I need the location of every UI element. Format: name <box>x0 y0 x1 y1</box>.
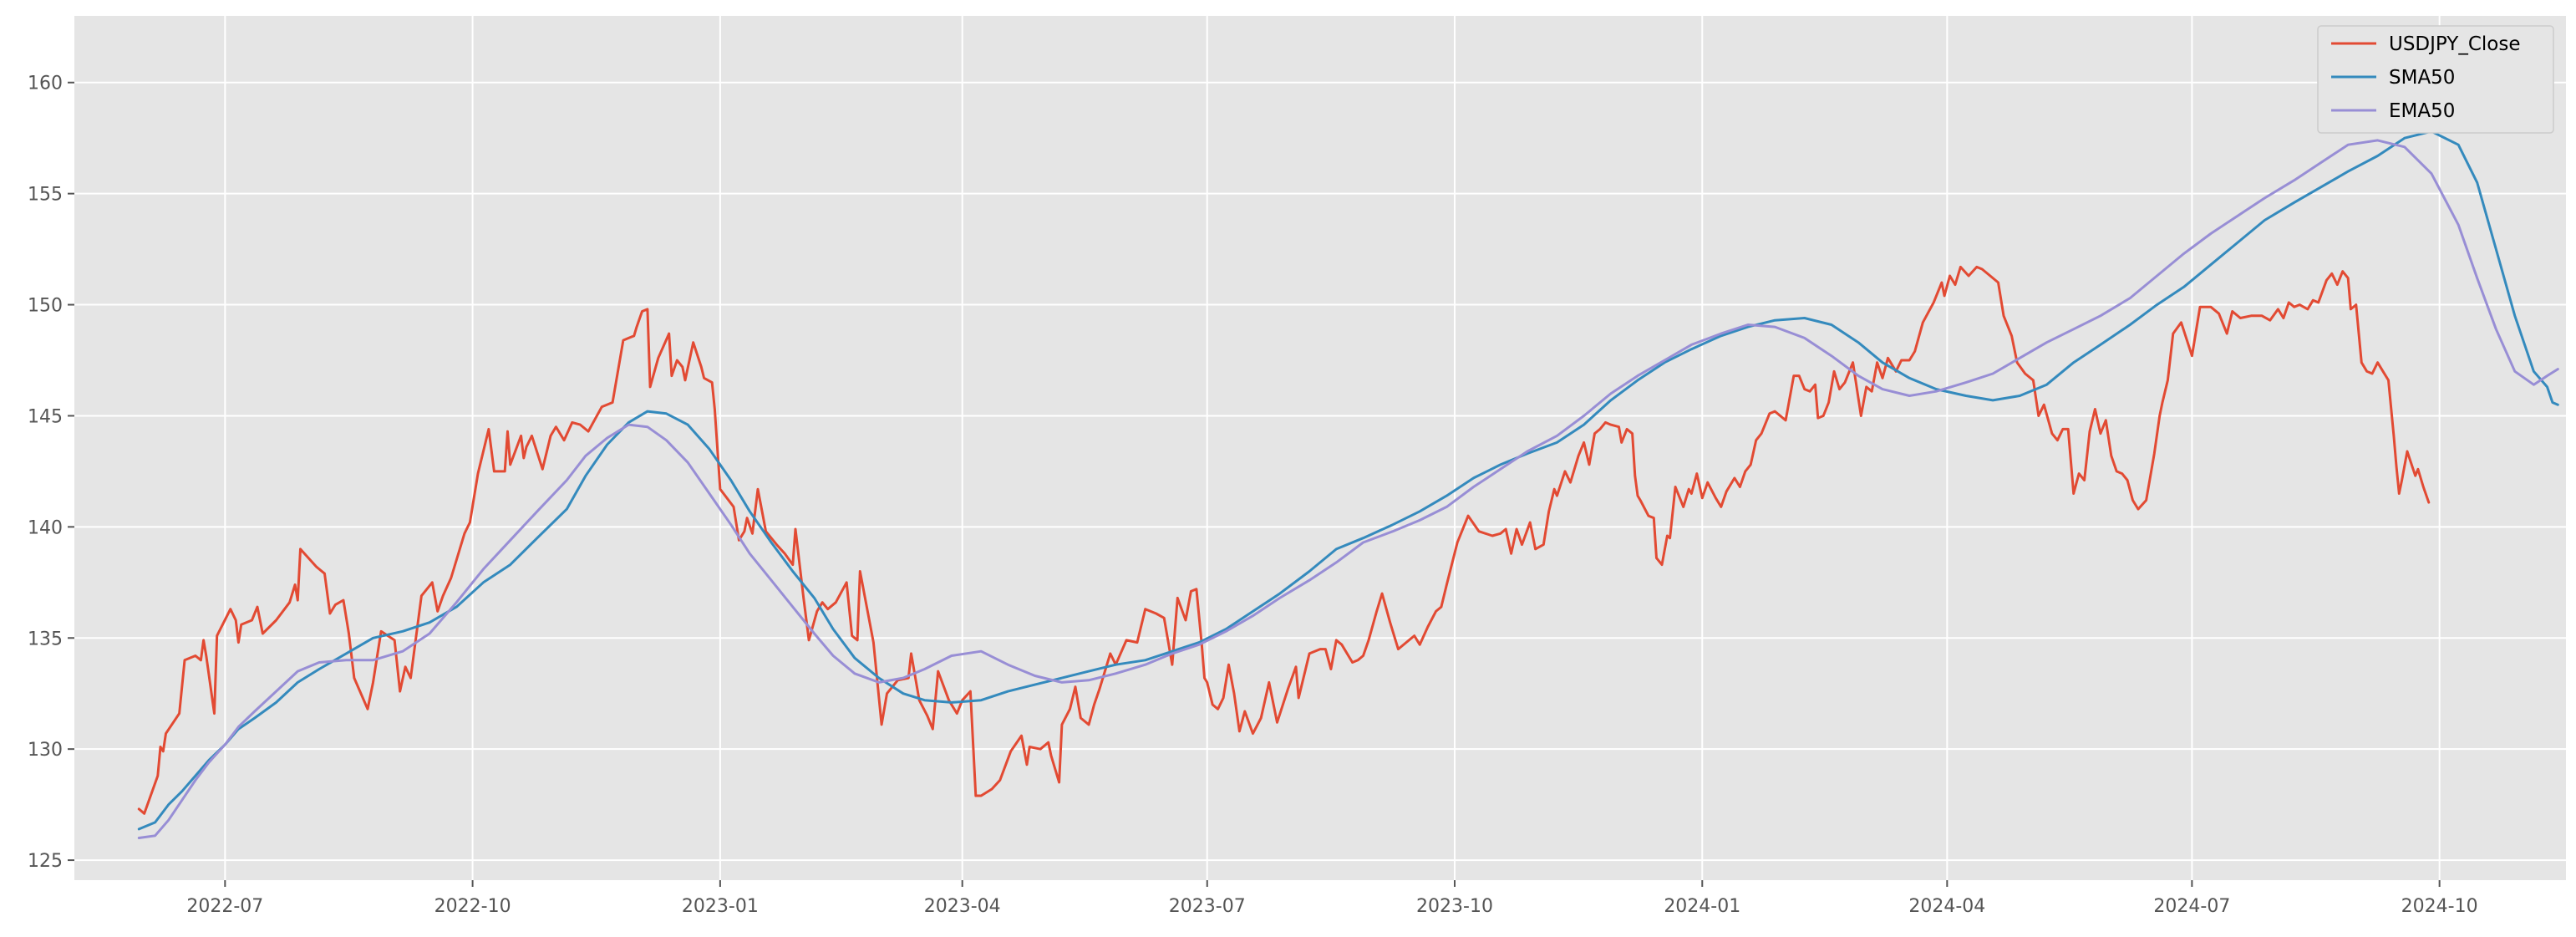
series-line-usdjpy-close <box>137 265 2431 815</box>
legend-label: SMA50 <box>2389 67 2455 89</box>
x-tick-label: 2023-01 <box>682 896 759 917</box>
y-tick-label: 145 <box>28 406 63 427</box>
x-axis: 2022-07 2022-10 2023-01 2023-04 2023-07 2023-… <box>186 880 2478 917</box>
y-tick-label: 140 <box>28 517 63 538</box>
grid-lines <box>74 16 2566 880</box>
x-tick-label: 2023-04 <box>924 896 1001 917</box>
data-series <box>137 130 2559 839</box>
x-tick-label: 2023-10 <box>1416 896 1493 917</box>
x-tick-label: 2024-04 <box>1908 896 1985 917</box>
x-tick-label: 2024-07 <box>2153 896 2230 917</box>
x-tick-label: 2024-01 <box>1664 896 1740 917</box>
plot-area <box>74 16 2566 880</box>
y-tick-label: 130 <box>28 740 63 761</box>
series-line-sma50 <box>137 130 2559 831</box>
legend[interactable]: USDJPY_Close SMA50 EMA50 <box>2317 25 2554 134</box>
legend-item-sma50[interactable]: SMA50 <box>2331 67 2455 89</box>
y-tick-label: 125 <box>28 851 63 872</box>
x-tick-label: 2023-07 <box>1169 896 1246 917</box>
legend-label: EMA50 <box>2389 100 2455 122</box>
x-tick-label: 2022-07 <box>186 896 263 917</box>
y-tick-label: 135 <box>28 629 63 649</box>
x-tick-label: 2022-10 <box>434 896 511 917</box>
series-line-ema50 <box>137 139 2559 839</box>
y-tick-label: 155 <box>28 185 63 206</box>
legend-box <box>2317 25 2554 134</box>
legend-item-ema50[interactable]: EMA50 <box>2331 100 2455 122</box>
y-tick-label: 160 <box>28 74 63 94</box>
legend-label: USDJPY_Close <box>2389 33 2521 55</box>
x-tick-label: 2024-10 <box>2401 896 2478 917</box>
y-axis: 125 130 135 140 145 150 155 160 <box>28 74 74 872</box>
y-tick-label: 150 <box>28 296 63 317</box>
legend-item-usdjpy-close[interactable]: USDJPY_Close <box>2331 33 2521 55</box>
